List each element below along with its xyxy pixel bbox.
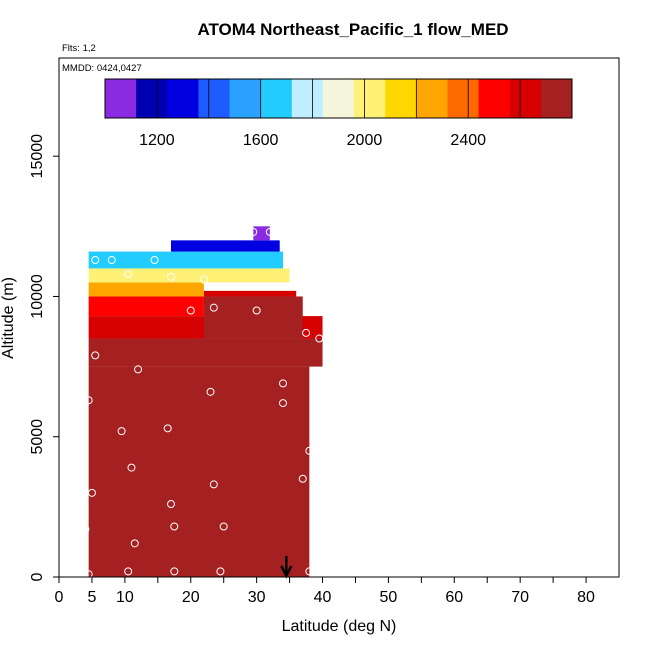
sample-point: [124, 567, 133, 576]
sample-point: [206, 387, 215, 396]
colorbar-segment: [354, 79, 386, 118]
sample-point: [209, 303, 218, 312]
sample-point: [219, 522, 228, 531]
colorbar-frame: [104, 78, 573, 119]
heatmap-cell: [203, 296, 303, 339]
sample-point: [279, 399, 287, 408]
sample-point: [252, 306, 261, 315]
sample-point: [279, 379, 287, 388]
arrow-marker: [280, 556, 293, 579]
colorbar-segment: [416, 79, 448, 118]
axes: 0 5 10 20 30 40 50 60 70 80 0 5000 10000 15000: [29, 134, 595, 606]
sample-points: [81, 227, 324, 579]
colorbar-segment: [229, 79, 262, 118]
sample-point: [127, 463, 136, 472]
sample-point: [117, 427, 126, 436]
x-tick-label: 5: [87, 589, 96, 606]
sample-point: [91, 351, 100, 360]
colorbar-segment: [385, 79, 417, 118]
y-tick-label: 10000: [29, 274, 46, 319]
y-tick-label: 5000: [29, 419, 46, 455]
colorbar-segment: [322, 79, 355, 118]
x-tick-label: 0: [55, 589, 64, 606]
sample-point: [216, 567, 225, 576]
sample-point: [84, 396, 93, 405]
heatmap-cell: [88, 268, 290, 283]
y-axis-label: Altitude (m): [0, 277, 17, 359]
sample-point: [199, 275, 208, 284]
colorbar-segment: [136, 79, 168, 118]
sample-point: [130, 539, 139, 548]
colorbar-tick-label: 2000: [347, 132, 383, 149]
heatmap-cell: [88, 282, 204, 297]
y-tick-label: 0: [29, 572, 46, 581]
plot-frame: [58, 57, 620, 578]
sample-point: [167, 272, 175, 281]
x-tick-label: 20: [182, 589, 200, 606]
colorbar-segment: [478, 79, 511, 118]
sample-point: [315, 334, 324, 343]
heatmap-cell: [88, 296, 204, 317]
colorbar-tick-label: 1600: [243, 132, 279, 149]
colorbar: 1200 1600 2000 2400: [104, 78, 573, 149]
x-tick-label: 80: [577, 589, 595, 606]
sample-point: [81, 525, 90, 534]
chart-title: ATOM4 Northeast_Pacific_1 flow_MED: [197, 20, 508, 39]
colorbar-segment: [509, 79, 542, 118]
sample-point: [302, 328, 311, 337]
heatmap-cell: [88, 366, 310, 577]
colorbar-segment: [105, 79, 137, 118]
heatmap-cell: [88, 251, 283, 269]
sample-point: [186, 306, 195, 315]
x-tick-label: 40: [314, 589, 332, 606]
sample-point: [91, 255, 100, 264]
sample-point: [150, 255, 159, 264]
colorbar-segment: [291, 79, 324, 118]
sample-point: [167, 500, 175, 509]
colorbar-tick-label: 1200: [139, 132, 175, 149]
sample-point: [124, 270, 133, 279]
sample-point: [265, 227, 274, 236]
heatmap-cell: [171, 240, 280, 252]
arrow-head: [280, 565, 293, 579]
x-tick-label: 10: [116, 589, 134, 606]
colorbar-segment: [540, 79, 573, 118]
colorbar-segment: [198, 79, 231, 118]
sample-point: [107, 255, 116, 264]
colorbar-segment: [167, 79, 199, 118]
colorbar-tick-label: 2400: [450, 132, 486, 149]
sample-point: [249, 227, 258, 236]
x-tick-label: 60: [445, 589, 463, 606]
sample-point: [305, 567, 314, 576]
flow-heatmap: [88, 226, 323, 577]
flights-annotation: Flts: 1,2: [62, 43, 96, 54]
x-tick-label: 30: [248, 589, 266, 606]
y-tick-label: 15000: [29, 134, 46, 179]
sample-point: [170, 567, 179, 576]
sample-point: [134, 365, 143, 374]
date-annotation: MMDD: 0424,0427: [62, 63, 142, 74]
sample-point: [87, 488, 96, 497]
x-tick-label: 50: [380, 589, 398, 606]
sample-point: [305, 446, 314, 455]
sample-point: [298, 474, 307, 483]
sample-point: [163, 424, 172, 433]
heatmap-cell: [203, 290, 297, 297]
sample-point: [209, 480, 218, 489]
heatmap-cell: [253, 226, 270, 241]
x-tick-label: 70: [511, 589, 529, 606]
colorbar-segment: [447, 79, 480, 118]
sample-point: [84, 570, 93, 579]
colorbar-segment: [260, 79, 293, 118]
x-axis-label: Latitude (deg N): [282, 618, 397, 635]
heatmap-cell: [88, 338, 323, 367]
sample-point: [170, 522, 179, 531]
